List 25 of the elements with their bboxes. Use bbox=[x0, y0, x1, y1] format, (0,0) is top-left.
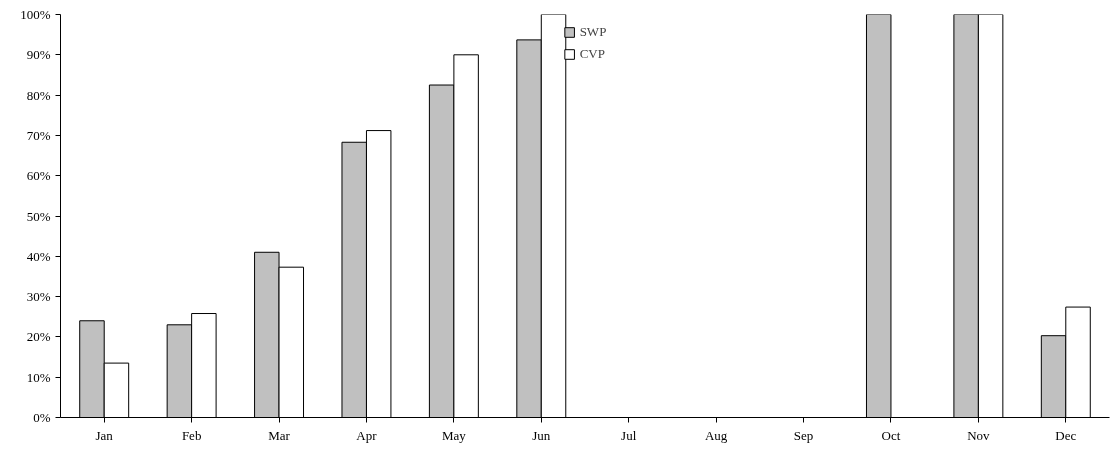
legend-label: SWP bbox=[579, 24, 607, 40]
y-tick-label: 10% bbox=[26, 369, 51, 385]
y-tick-label: 50% bbox=[26, 208, 51, 224]
x-tick-label: Oct bbox=[881, 427, 901, 443]
x-tick-label: Jun bbox=[532, 427, 551, 443]
y-tick-label: 90% bbox=[26, 47, 51, 63]
x-tick-label: Sep bbox=[793, 427, 814, 443]
x-tick-label: Jul bbox=[621, 427, 637, 443]
x-tick-label: Mar bbox=[268, 427, 291, 443]
y-tick-label: 100% bbox=[20, 7, 51, 22]
x-tick-label: May bbox=[441, 427, 467, 443]
x-tick-label: Nov bbox=[967, 427, 991, 443]
y-tick-label: 40% bbox=[26, 248, 51, 264]
x-tick-label: Apr bbox=[356, 427, 378, 443]
y-tick-label: 60% bbox=[26, 168, 51, 184]
y-tick-label: 30% bbox=[26, 289, 51, 305]
x-tick-label: Dec bbox=[1055, 427, 1077, 443]
x-tick-label: Feb bbox=[181, 427, 202, 443]
y-tick-label: 20% bbox=[26, 329, 51, 345]
x-tick-label: Jan bbox=[95, 427, 114, 443]
y-tick-label: 80% bbox=[26, 87, 51, 103]
y-tick-label: 0% bbox=[33, 410, 51, 425]
x-tick-label: Aug bbox=[704, 427, 728, 443]
legend-label: CVP bbox=[579, 46, 605, 62]
y-tick-label: 70% bbox=[26, 127, 51, 143]
